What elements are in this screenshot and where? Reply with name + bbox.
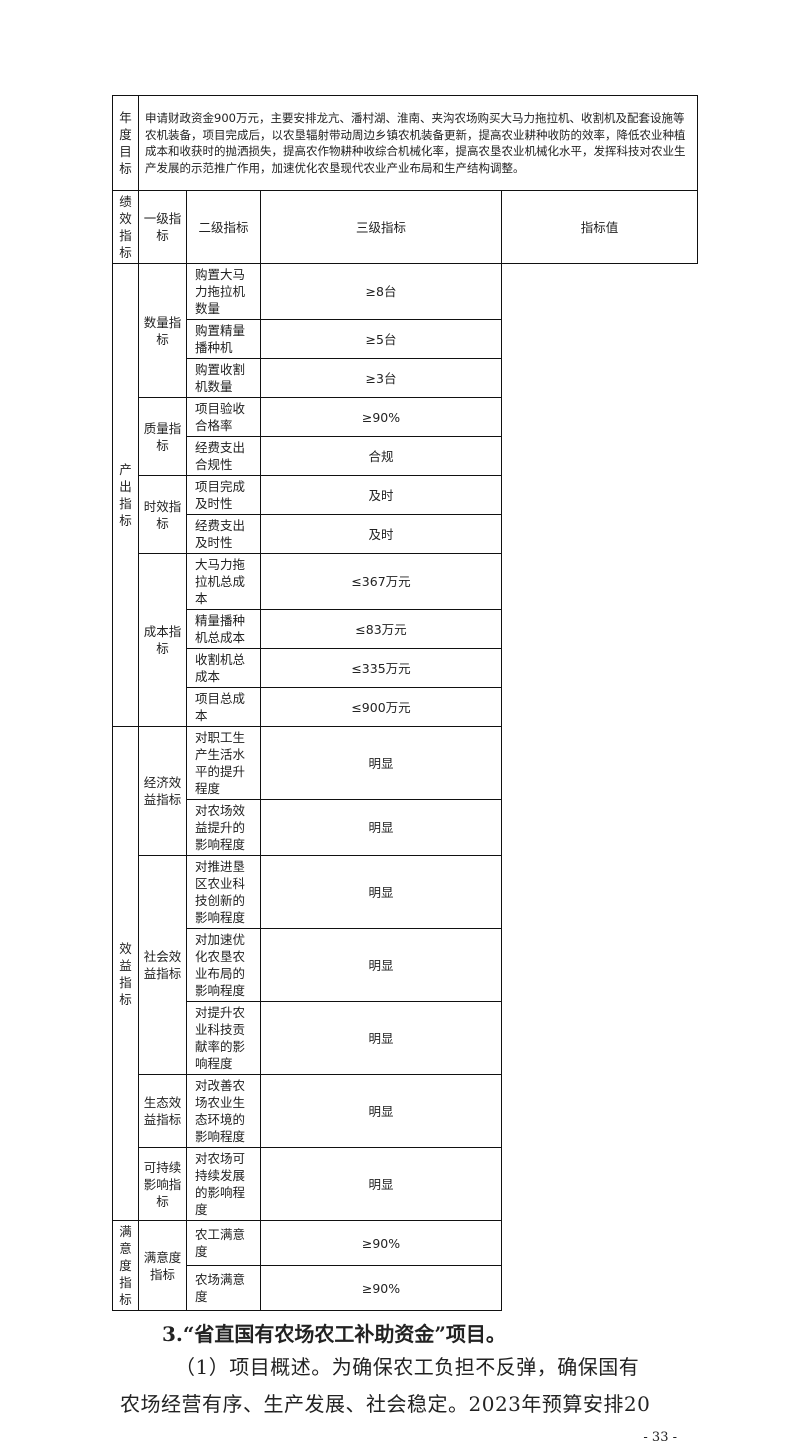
level3-cell: 对改善农场农业生态环境的影响程度: [186, 1074, 261, 1148]
value-cell: ≥5台: [260, 319, 502, 359]
value-cell: ≤83万元: [260, 609, 502, 649]
value-cell: 明显: [260, 799, 502, 856]
level3-cell: 项目验收合格率: [186, 397, 261, 437]
level2-cell: 可持续影响指标: [138, 1147, 187, 1221]
value-cell: 明显: [260, 1147, 502, 1221]
table-row: 对提升农业科技贡献率的影响程度 明显: [113, 1001, 698, 1075]
value-cell: ≥90%: [260, 1220, 502, 1266]
value-cell: ≤367万元: [260, 553, 502, 610]
level3-cell: 对职工生产生活水平的提升程度: [186, 726, 261, 800]
level3-cell: 对农场可持续发展的影响程度: [186, 1147, 261, 1221]
level1-cell: 满意度指标: [112, 1220, 139, 1311]
level3-cell: 经费支出及时性: [186, 514, 261, 554]
table-row: 对加速优化农垦农业布局的影响程度 明显: [113, 928, 698, 1002]
page-number: - 33 -: [643, 1430, 677, 1445]
table-row: 购置精量播种机 ≥5台: [113, 319, 698, 359]
table-row: 生态效益指标 对改善农场农业生态环境的影响程度 明显: [113, 1074, 698, 1148]
level2-cell: 满意度指标: [138, 1220, 187, 1311]
paragraph-line-2: 农场经营有序、生产发展、社会稳定。2023年预算安排20: [120, 1392, 651, 1416]
value-cell: ≥90%: [260, 397, 502, 437]
value-cell: ≤335万元: [260, 648, 502, 688]
table-row: 可持续影响指标 对农场可持续发展的影响程度 明显: [113, 1147, 698, 1221]
table-row: 时效指标 项目完成及时性 及时: [113, 475, 698, 554]
level3-cell: 购置精量播种机: [186, 319, 261, 359]
section-heading: 3.“省直国有农场农工补助资金”项目。: [162, 1322, 506, 1346]
level2-cell: 生态效益指标: [138, 1074, 187, 1148]
perf-label: 绩效指标: [112, 190, 139, 264]
level3-cell: 对加速优化农垦农业布局的影响程度: [186, 928, 261, 1002]
table-row: 产出指标 数量指标 购置大马力拖拉机数量 ≥8台: [112, 263, 698, 727]
header-level1: 一级指标: [138, 190, 187, 264]
value-cell: 合规: [260, 436, 502, 476]
header-level2: 二级指标: [186, 190, 261, 264]
value-cell: 明显: [260, 726, 502, 800]
value-cell: 及时: [260, 514, 502, 554]
table-row: 购置收割机数量 ≥3台: [113, 358, 698, 398]
level2-cell: 质量指标: [138, 397, 187, 476]
table-row: 社会效益指标 对推进垦区农业科技创新的影响程度 明显: [113, 855, 698, 1075]
level3-cell: 购置收割机数量: [186, 358, 261, 398]
level1-cell: 产出指标: [112, 263, 139, 727]
level3-cell: 农场满意度: [186, 1265, 261, 1311]
value-cell: 明显: [260, 928, 502, 1002]
table-row: 满意度指标 满意度指标 农工满意度 ≥90%: [112, 1220, 698, 1311]
level3-cell: 购置大马力拖拉机数量: [186, 263, 261, 320]
value-cell: ≥90%: [260, 1265, 502, 1311]
header-level3: 三级指标: [260, 190, 502, 264]
value-cell: 明显: [260, 1074, 502, 1148]
table-row: 对农场效益提升的影响程度 明显: [113, 799, 698, 856]
value-cell: 明显: [260, 1001, 502, 1075]
table-row: 经费支出合规性 合规: [113, 436, 698, 476]
table-row: 经费支出及时性 及时: [113, 514, 698, 554]
value-cell: 明显: [260, 855, 502, 929]
table-row: 项目总成本 ≤900万元: [113, 687, 698, 727]
level2-cell: 成本指标: [138, 553, 187, 727]
level3-cell: 大马力拖拉机总成本: [186, 553, 261, 610]
table-row: 效益指标 经济效益指标 对职工生产生活水平的提升程度 明显: [112, 726, 698, 1221]
level3-cell: 农工满意度: [186, 1220, 261, 1266]
value-cell: ≤900万元: [260, 687, 502, 727]
level3-cell: 精量播种机总成本: [186, 609, 261, 649]
performance-table: 年度目标 申请财政资金900万元，主要安排龙亢、潘村湖、淮南、夹沟农场购买大马力…: [112, 95, 698, 1311]
value-cell: ≥8台: [260, 263, 502, 320]
level3-cell: 对推进垦区农业科技创新的影响程度: [186, 855, 261, 929]
goal-label: 年度目标: [112, 95, 139, 191]
level1-cell: 效益指标: [112, 726, 139, 1221]
level2-cell: 数量指标: [138, 263, 187, 398]
header-value: 指标值: [501, 190, 698, 264]
level3-cell: 项目总成本: [186, 687, 261, 727]
level3-cell: 收割机总成本: [186, 648, 261, 688]
value-cell: ≥3台: [260, 358, 502, 398]
level2-cell: 经济效益指标: [138, 726, 187, 856]
paragraph-line-1: （1）项目概述。为确保农工负担不反弹，确保国有: [175, 1355, 640, 1379]
level3-cell: 经费支出合规性: [186, 436, 261, 476]
level3-cell: 对提升农业科技贡献率的影响程度: [186, 1001, 261, 1075]
value-cell: 及时: [260, 475, 502, 515]
level2-cell: 时效指标: [138, 475, 187, 554]
table-row: 成本指标 大马力拖拉机总成本 ≤367万元: [113, 553, 698, 727]
level3-cell: 项目完成及时性: [186, 475, 261, 515]
table-row: 农场满意度 ≥90%: [113, 1265, 698, 1311]
table-row: 收割机总成本 ≤335万元: [113, 648, 698, 688]
level3-cell: 对农场效益提升的影响程度: [186, 799, 261, 856]
page-content: 年度目标 申请财政资金900万元，主要安排龙亢、潘村湖、淮南、夹沟农场购买大马力…: [112, 95, 698, 1447]
table-row: 质量指标 项目验收合格率 ≥90%: [113, 397, 698, 476]
table-row: 精量播种机总成本 ≤83万元: [113, 609, 698, 649]
level2-cell: 社会效益指标: [138, 855, 187, 1075]
goal-text: 申请财政资金900万元，主要安排龙亢、潘村湖、淮南、夹沟农场购买大马力拖拉机、收…: [138, 95, 698, 191]
